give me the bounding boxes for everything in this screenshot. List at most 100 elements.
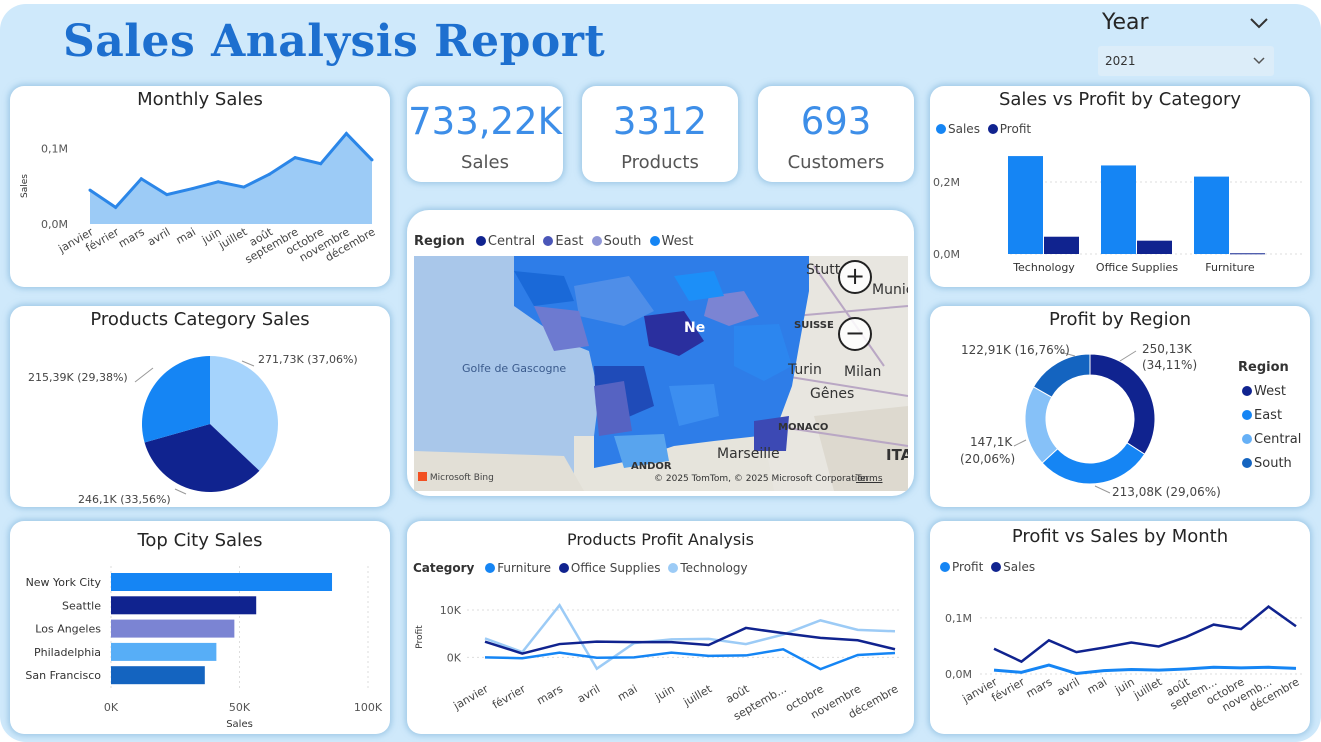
legend-item: Central xyxy=(1238,432,1301,447)
legend-label: Central xyxy=(1254,432,1302,447)
zoom-in-button[interactable]: + xyxy=(838,260,872,294)
tick-label: mai xyxy=(174,225,198,247)
top-city-sales-card[interactable]: Top City Sales 0K 50K 100K New York City Sea… xyxy=(10,521,390,734)
chart-legend: Category Furniture Office Supplies Techn… xyxy=(413,561,748,575)
tick-label: juillet xyxy=(681,682,715,709)
kpi-label: Customers xyxy=(787,152,885,173)
products-category-pie: 271,73K (37,06%) 246,1K (33,56%) 215,39K (… xyxy=(28,353,358,506)
region-map-card[interactable]: Region Central East South West + − xyxy=(407,210,914,496)
bar xyxy=(111,642,217,661)
axis-label: Profit xyxy=(415,625,425,649)
pie-slice xyxy=(144,424,260,492)
leader-line xyxy=(1119,350,1137,362)
bing-label: Microsoft Bing xyxy=(429,473,494,483)
series-line xyxy=(484,647,896,671)
map-shapes xyxy=(414,256,908,491)
legend-dot xyxy=(558,563,569,573)
data-label: 250,13K xyxy=(1142,342,1193,356)
tick-label: avril xyxy=(1055,675,1082,698)
legend-item: South xyxy=(603,234,642,249)
data-label: 246,1K (33,56%) xyxy=(78,493,171,506)
data-label: 271,73K (37,06%) xyxy=(258,353,358,366)
data-point xyxy=(88,188,92,192)
year-dropdown[interactable]: 2021 xyxy=(1098,46,1274,76)
legend-dot xyxy=(591,236,602,246)
tick-label: Furniture xyxy=(1205,261,1255,274)
legend-item: East xyxy=(1238,408,1301,423)
profit-vs-sales-month-card[interactable]: Profit vs Sales by Month Profit Sales 0,… xyxy=(930,521,1310,734)
bar xyxy=(111,666,205,685)
profit-by-region-card[interactable]: Profit by Region 250,13K (34,11%) 213,08K … xyxy=(930,306,1310,507)
sales-vs-profit-category-card[interactable]: Sales vs Profit by Category Sales Profit… xyxy=(930,86,1310,287)
map-canvas[interactable]: + − Golfe de Gascogne Stutt Munic SUISSE… xyxy=(414,256,908,491)
tick-label: avril xyxy=(145,225,172,248)
legend-label: South xyxy=(1254,456,1292,471)
tick-label: 100K xyxy=(354,701,383,714)
map-label: Turin xyxy=(788,362,822,378)
series-line xyxy=(89,131,374,210)
bar xyxy=(1137,240,1172,254)
tick-label: mars xyxy=(1024,675,1055,700)
tick-label: 0K xyxy=(104,701,119,714)
legend-dot xyxy=(936,124,946,134)
legend-dot xyxy=(1242,434,1252,444)
kpi-value: 3312 xyxy=(612,100,708,143)
area-fill xyxy=(90,133,372,224)
zoom-out-button[interactable]: − xyxy=(838,317,872,351)
series-line xyxy=(993,605,1297,664)
legend-dot xyxy=(543,236,554,246)
terms-link[interactable]: Terms xyxy=(856,474,883,484)
chart-title: Profit vs Sales by Month xyxy=(1011,526,1229,547)
map-label: SUISSE xyxy=(794,320,834,331)
legend-item: Furniture xyxy=(497,561,552,575)
legend-item: South xyxy=(1238,456,1301,471)
data-point xyxy=(139,177,143,181)
legend-title: Region xyxy=(414,234,465,249)
tick-label: Office Supplies xyxy=(1096,261,1178,274)
legend-dot xyxy=(991,562,1002,572)
tick-label: 0,0M xyxy=(945,668,972,681)
map-label: ITA xyxy=(886,446,908,464)
data-label: 215,39K (29,38%) xyxy=(28,371,128,384)
map-legend: Region Central East South West xyxy=(414,234,694,249)
tick-label: 0,0M xyxy=(41,218,68,231)
chevron-down-icon xyxy=(1253,57,1265,65)
data-point xyxy=(242,185,246,189)
monthly-sales-card[interactable]: Monthly Sales 0,0M 0,1M Sales janvier févrie… xyxy=(10,86,390,287)
year-slicer-label: Year xyxy=(1102,10,1149,35)
tick-label: juillet xyxy=(216,225,250,252)
sales-vs-profit-chart: 0,0M 0,2M Technology Office Supplies Furnitu… xyxy=(933,156,1302,274)
kpi-value: 693 xyxy=(800,100,872,143)
tick-label: mars xyxy=(535,682,566,707)
leader-line xyxy=(1059,351,1076,357)
tick-label: mai xyxy=(1085,675,1109,697)
tick-label: juin xyxy=(652,682,677,704)
data-point xyxy=(319,162,323,166)
chart-title: Top City Sales xyxy=(137,530,263,551)
tick-label: janvier xyxy=(451,682,491,713)
tick-label: mai xyxy=(615,682,639,704)
data-point xyxy=(370,158,374,162)
kpi-label: Products xyxy=(621,152,699,173)
chevron-down-icon[interactable] xyxy=(1248,12,1270,34)
kpi-value: 733,22K xyxy=(408,100,562,143)
products-profit-analysis-card[interactable]: Products Profit Analysis Category Furnit… xyxy=(407,521,914,734)
tick-label: 50K xyxy=(229,701,251,714)
map-label: Marseille xyxy=(717,446,780,462)
legend-item: West xyxy=(1238,384,1301,399)
axis-label: Sales xyxy=(226,719,253,730)
tick-label: Technology xyxy=(1012,261,1075,274)
products-category-sales-card[interactable]: Products Category Sales 271,73K (37,06%)… xyxy=(10,306,390,507)
data-label: 213,08K (29,06%) xyxy=(1112,485,1221,499)
tick-label: avril xyxy=(575,682,602,705)
legend-dot xyxy=(987,124,998,134)
tick-label: Los Angeles xyxy=(35,623,101,636)
legend-dot xyxy=(940,562,950,572)
legend-item: Technology xyxy=(680,561,748,575)
map-label: Stutt xyxy=(806,262,841,278)
donut-slice xyxy=(1032,353,1091,398)
chart-title: Sales vs Profit by Category xyxy=(998,89,1242,110)
bar xyxy=(1194,176,1229,254)
legend-item: West xyxy=(661,234,694,249)
